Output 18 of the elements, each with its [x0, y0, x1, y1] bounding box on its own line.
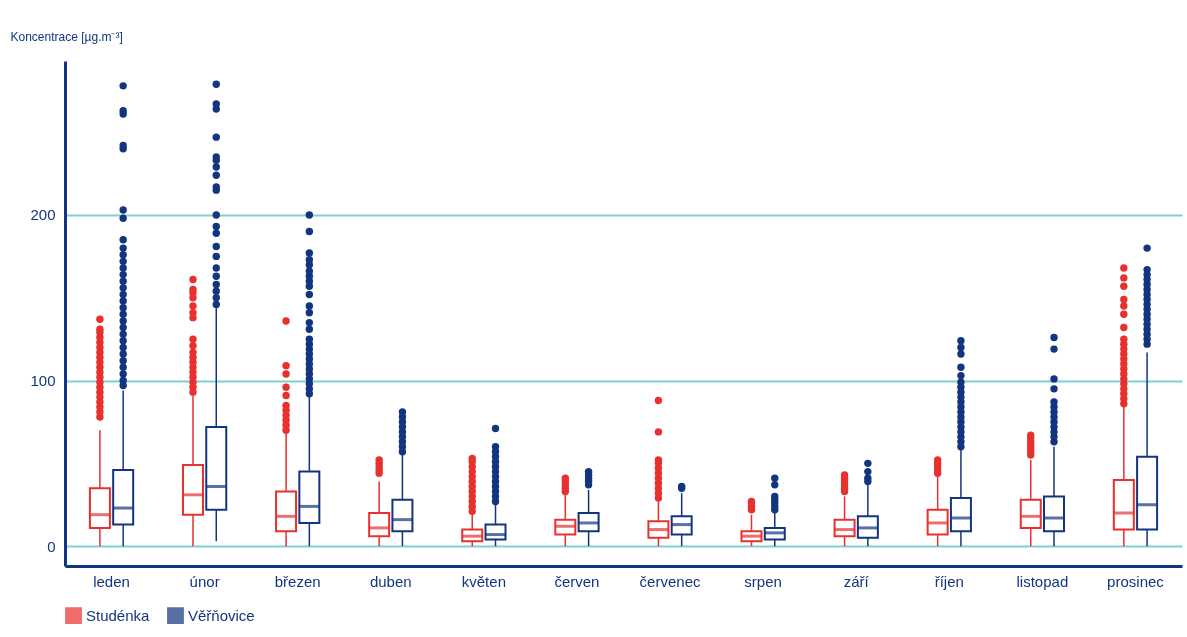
x-tick-label: květen	[461, 572, 506, 590]
x-tick-label: červen	[554, 572, 600, 590]
x-tick-label: listopad	[1016, 572, 1069, 590]
x-tick-label: březen	[274, 572, 321, 590]
y-tick-label: 200	[30, 206, 56, 224]
y-tick-label: 100	[30, 372, 56, 390]
x-tick-label: červenec	[639, 572, 701, 590]
y-tick-label: 0	[47, 537, 56, 555]
legend-label: Věřňovice	[188, 606, 255, 624]
x-tick-label: prosinec	[1107, 572, 1165, 590]
x-tick-label: leden	[93, 572, 130, 590]
x-tick-label: duben	[369, 572, 412, 590]
x-tick-label: únor	[189, 572, 220, 590]
legend-label: Studénka	[86, 606, 151, 624]
x-tick-label: říjen	[934, 572, 964, 590]
y-axis-title: Koncentrace [µg.m⁻³]	[10, 29, 123, 44]
x-tick-label: září	[843, 572, 870, 590]
x-tick-label: srpen	[744, 572, 782, 590]
